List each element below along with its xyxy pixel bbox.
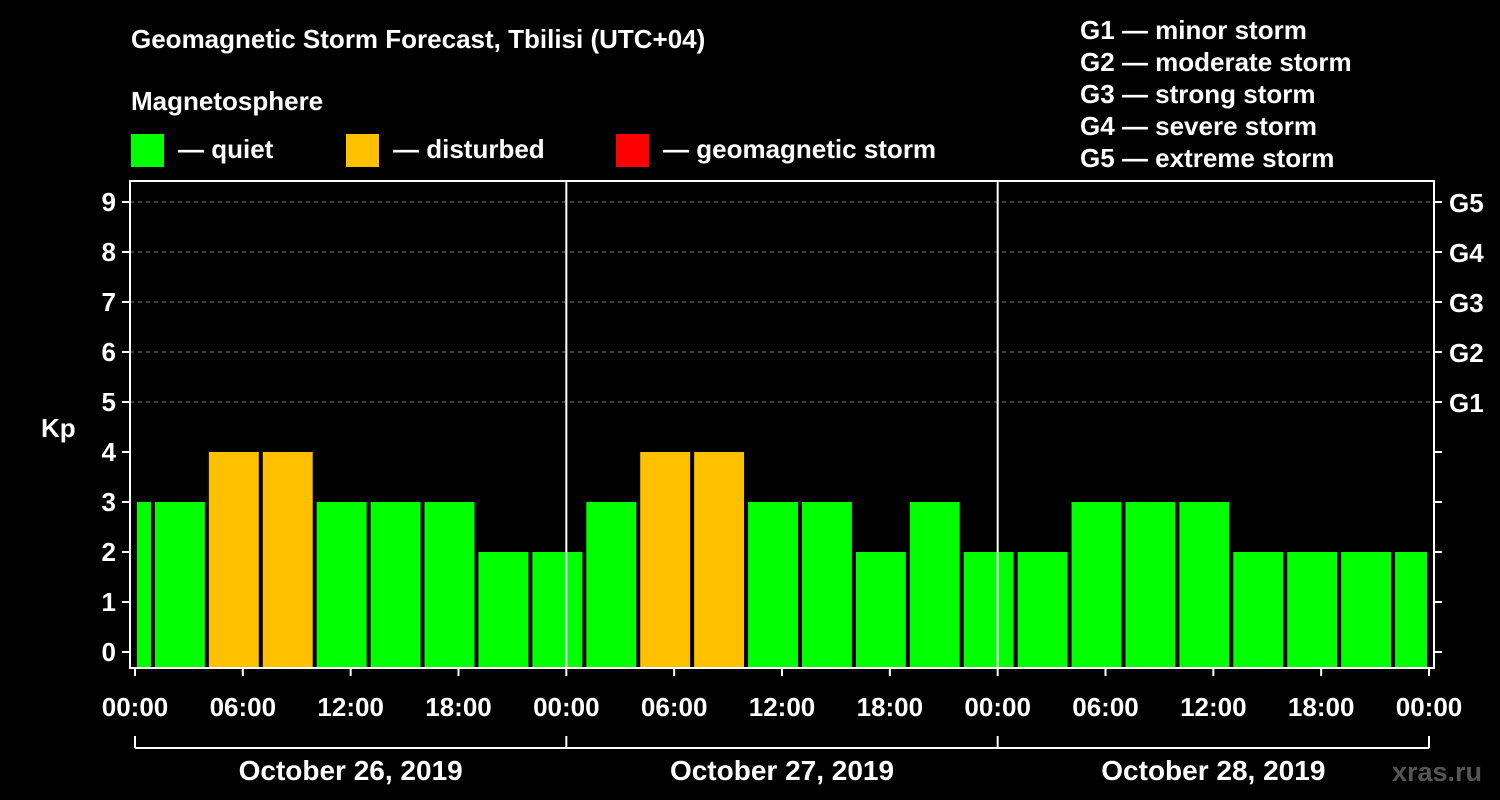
x-tick-label: 12:00 [749, 692, 816, 722]
kp-bar [963, 552, 1014, 668]
g-level-label: G5 [1449, 188, 1484, 218]
x-tick-label: 06:00 [641, 692, 708, 722]
g-scale-item: G1 — minor storm [1080, 15, 1307, 45]
y-tick-label: 0 [102, 637, 116, 667]
legend-label-disturbed: — disturbed [393, 134, 545, 164]
kp-bar [1341, 552, 1392, 668]
x-tick-label: 00:00 [102, 692, 169, 722]
kp-bar [855, 552, 906, 668]
kp-bar [424, 502, 475, 668]
x-tick-label: 00:00 [964, 692, 1031, 722]
kp-bar [748, 502, 798, 668]
kp-bar [1125, 502, 1176, 668]
g-level-label: G3 [1449, 288, 1484, 318]
watermark: xras.ru [1392, 757, 1482, 787]
y-tick-label: 9 [102, 187, 116, 217]
legend-swatch-disturbed [346, 134, 379, 167]
kp-bar [262, 452, 313, 668]
y-tick-label: 1 [102, 587, 116, 617]
legend-label-storm: — geomagnetic storm [663, 134, 937, 164]
kp-bar [1179, 502, 1230, 668]
y-axis-label: Kp [41, 413, 76, 443]
y-tick-label: 5 [102, 387, 116, 417]
legend-swatch-storm [616, 134, 649, 167]
x-tick-label: 18:00 [1288, 692, 1355, 722]
kp-bar [801, 502, 852, 668]
g-scale-item: G2 — moderate storm [1080, 47, 1352, 77]
x-tick-label: 18:00 [857, 692, 924, 722]
x-tick-label: 06:00 [1072, 692, 1139, 722]
legend-heading: Magnetosphere [131, 86, 324, 116]
g-scale-item: G3 — strong storm [1080, 79, 1316, 109]
g-level-label: G4 [1449, 238, 1484, 268]
kp-bar [1017, 552, 1068, 668]
y-tick-label: 2 [102, 537, 116, 567]
kp-bar [694, 452, 745, 668]
y-tick-label: 4 [102, 437, 117, 467]
x-tick-label: 12:00 [317, 692, 384, 722]
legend-label-quiet: — quiet [178, 134, 274, 164]
date-label: October 26, 2019 [239, 755, 463, 786]
g-level-label: G1 [1449, 388, 1484, 418]
x-tick-label: 06:00 [210, 692, 277, 722]
kp-bar [586, 502, 637, 668]
kp-bar [154, 502, 205, 668]
g-scale-legend: G1 — minor storm G2 — moderate storm G3 … [1080, 14, 1352, 174]
y-tick-label: 3 [102, 487, 116, 517]
kp-bar [1071, 502, 1122, 668]
date-label: October 27, 2019 [670, 755, 894, 786]
y-tick-label: 6 [102, 337, 116, 367]
g-level-label: G2 [1449, 338, 1484, 368]
kp-bar [640, 452, 691, 668]
y-tick-label: 8 [102, 237, 116, 267]
kp-bar [208, 452, 259, 668]
kp-bar [1233, 552, 1284, 668]
kp-bar [316, 502, 367, 668]
date-label: October 28, 2019 [1101, 755, 1325, 786]
chart-title: Geomagnetic Storm Forecast, Tbilisi (UTC… [131, 24, 706, 54]
kp-bar [370, 502, 421, 668]
x-tick-label: 12:00 [1180, 692, 1247, 722]
legend-swatch-quiet [131, 134, 164, 167]
kp-bar [1287, 552, 1338, 668]
x-tick-label: 00:00 [1396, 692, 1463, 722]
y-tick-label: 7 [102, 287, 116, 317]
kp-bar [909, 502, 960, 668]
kp-bar [137, 502, 151, 668]
x-tick-label: 18:00 [425, 692, 492, 722]
kp-bar [478, 552, 529, 668]
kp-bar [532, 552, 583, 668]
kp-bar [1395, 552, 1427, 668]
g-scale-item: G5 — extreme storm [1080, 143, 1335, 173]
g-scale-item: G4 — severe storm [1080, 111, 1318, 141]
x-tick-label: 00:00 [533, 692, 600, 722]
